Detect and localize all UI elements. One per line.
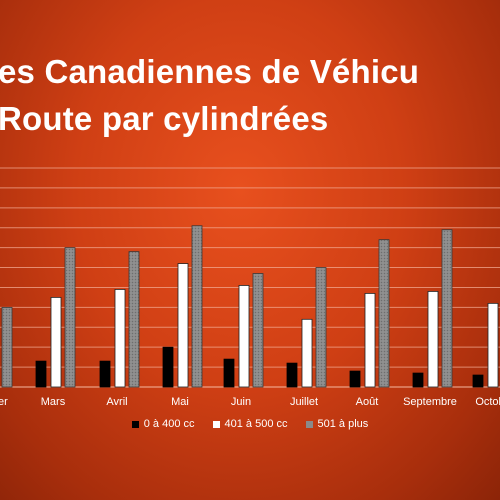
bar-501-plus-4 — [252, 273, 264, 388]
bar-401-500-8 — [487, 302, 499, 388]
bar-401-500-6 — [364, 293, 376, 388]
bar-501-plus-3 — [191, 225, 203, 388]
legend: 0 à 400 cc 401 à 500 cc 501 à plus — [0, 418, 500, 430]
legend-label-501-plus: 501 à plus — [317, 418, 369, 430]
chart-title-line-1: es Canadiennes de Véhicu — [0, 53, 420, 90]
x-tick-label: Mars — [41, 396, 66, 408]
x-tick-label: Juin — [231, 396, 251, 408]
bar-501-plus-2 — [128, 251, 140, 388]
x-tick-label: Octob — [475, 396, 500, 408]
x-tick-label: Avril — [106, 396, 127, 408]
bar-0-400-7 — [412, 372, 424, 388]
bar-0-400-3 — [162, 346, 174, 388]
legend-label-401-500: 401 à 500 cc — [224, 418, 288, 430]
bar-501-plus-7 — [441, 229, 453, 388]
legend-swatch-401-500 — [212, 420, 220, 428]
legend-swatch-0-400 — [131, 420, 139, 428]
bar-0-400-4 — [223, 358, 235, 388]
bar-0-400-1 — [35, 360, 47, 388]
bar-501-plus-0 — [1, 306, 13, 388]
bar-0-400-2 — [99, 360, 111, 388]
chart-title-line-2: Route par cylindrées — [0, 100, 329, 137]
legend-item-0-400: 0 à 400 cc — [131, 418, 195, 430]
x-tick-label: Mai — [171, 396, 189, 408]
legend-swatch-501-plus — [305, 420, 313, 428]
x-tick-label: er — [0, 396, 8, 408]
bar-401-500-7 — [427, 291, 439, 388]
x-tick-label: Juillet — [290, 396, 318, 408]
x-axis-labels: er Mars Avril Mai Juin Juillet Août Septembre Oc… — [0, 396, 500, 408]
bar-401-500-3 — [177, 263, 189, 388]
bar-401-500-5 — [301, 318, 313, 388]
legend-item-401-500: 401 à 500 cc — [212, 418, 288, 430]
x-tick-label: Septembre — [403, 396, 457, 408]
bar-401-500-4 — [238, 285, 250, 388]
bar-501-plus-1 — [64, 247, 76, 388]
bar-0-400-6 — [349, 370, 361, 388]
bar-0-400-5 — [286, 362, 298, 388]
x-tick-label: Août — [356, 396, 379, 408]
gridlines — [0, 167, 500, 388]
legend-item-501-plus: 501 à plus — [305, 418, 369, 430]
bar-0-400-8 — [472, 374, 484, 388]
bars — [1, 225, 499, 388]
bar-401-500-1 — [50, 297, 62, 388]
bar-501-plus-5 — [315, 267, 327, 388]
bar-401-500-2 — [114, 289, 126, 388]
legend-label-0-400: 0 à 400 cc — [143, 418, 195, 430]
bar-501-plus-6 — [378, 239, 390, 388]
